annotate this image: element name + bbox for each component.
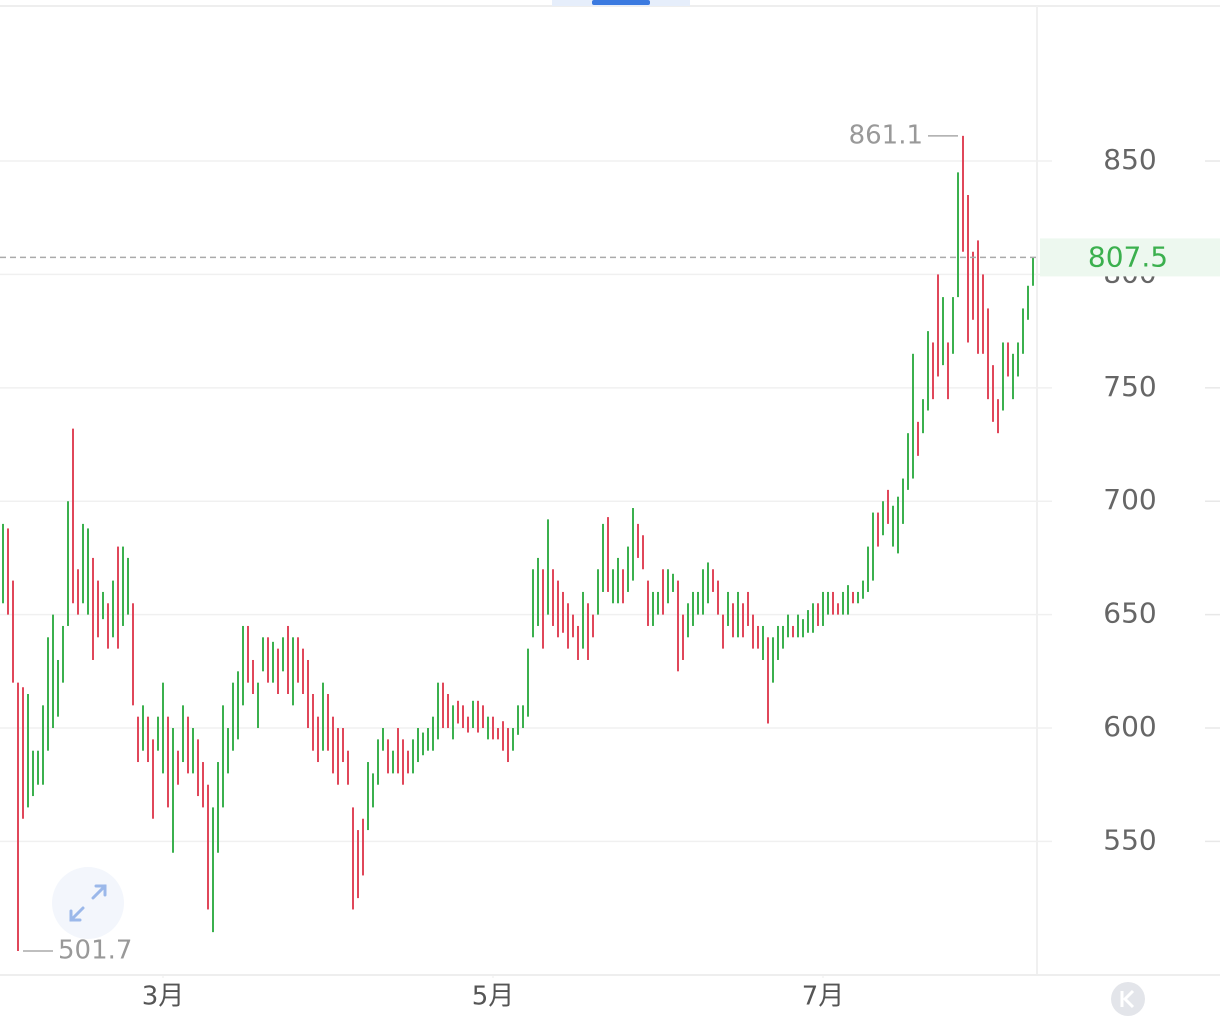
collapse-icon [1120,989,1135,1009]
min-label: 501.7 [58,935,132,965]
tab-indicator [592,0,650,5]
max-label: 861.1 [849,120,923,150]
y-tick-label: 550 [1103,823,1156,856]
y-tick-label: 600 [1103,710,1156,743]
expand-button[interactable] [52,867,124,939]
y-tick-label: 650 [1103,597,1156,630]
x-tick-label: 3月 [142,982,185,1012]
x-tick-label: 5月 [472,982,515,1012]
y-tick-label: 850 [1103,143,1156,176]
labels: 5506006507007508008503月5月7月861.1501.7807… [0,120,1220,1012]
grid [0,160,1220,843]
collapse-button[interactable] [1111,982,1145,1016]
x-tick-label: 7月 [802,982,845,1012]
last-price-label: 807.5 [1088,240,1168,273]
last-price-badge [1040,238,1220,277]
bars [2,135,1034,951]
expand-icon [69,884,107,922]
y-tick-label: 750 [1103,370,1156,403]
y-tick-label: 700 [1103,483,1156,516]
